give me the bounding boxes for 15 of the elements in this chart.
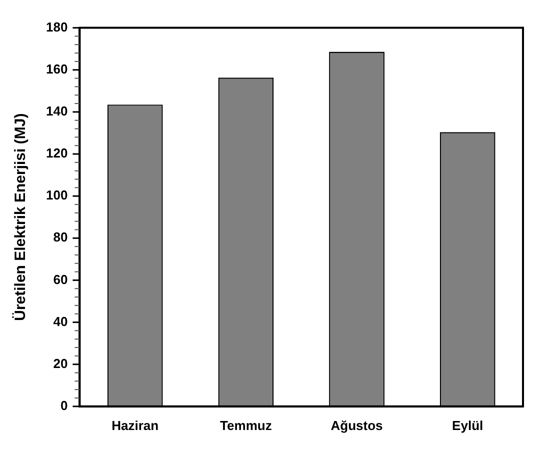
y-tick-label: 20: [53, 356, 68, 371]
x-tick-label: Eylül: [452, 418, 484, 433]
y-tick-label: 0: [60, 398, 68, 413]
y-axis-title: Üretilen Elektrik Enerjisi (MJ): [12, 113, 30, 321]
y-tick-label: 60: [53, 272, 68, 287]
y-tick-label: 160: [46, 61, 68, 76]
y-tick-label: 120: [46, 146, 68, 161]
y-tick-label: 100: [46, 188, 68, 203]
y-tick-label: 180: [46, 19, 68, 34]
y-tick-label: 80: [53, 230, 68, 245]
x-tick-label: Ağustos: [330, 418, 383, 433]
x-tick-label: Haziran: [112, 418, 159, 433]
y-tick-label: 140: [46, 104, 68, 119]
y-tick-label: 40: [53, 314, 68, 329]
x-tick-label: Temmuz: [220, 418, 272, 433]
